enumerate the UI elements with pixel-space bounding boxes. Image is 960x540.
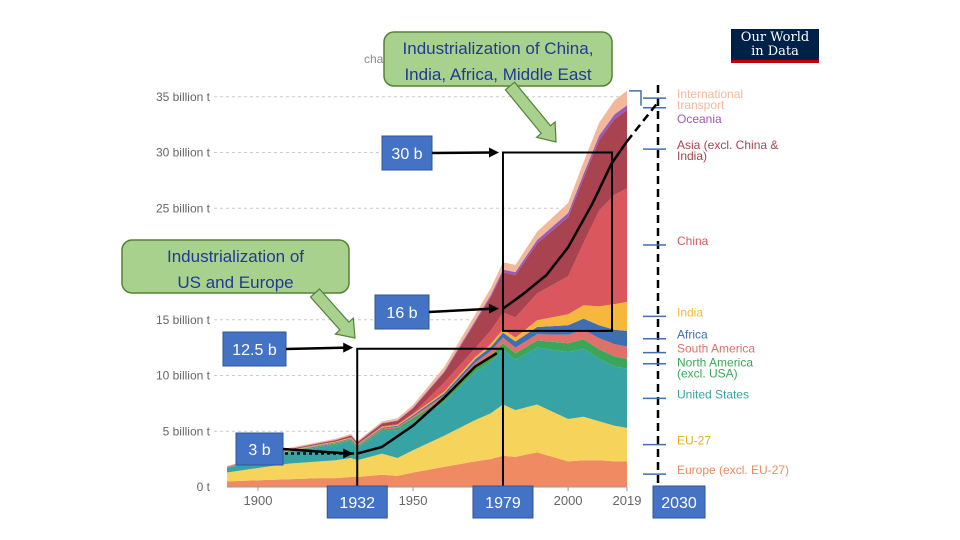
area-series [227, 301, 627, 468]
legend-label: China [677, 234, 709, 248]
legend-label: International [677, 87, 743, 101]
y-tick-label: 25 billion t [156, 201, 211, 215]
value-box [235, 432, 284, 466]
year-box-2030 [652, 485, 706, 519]
legend-label: (excl. USA) [677, 367, 738, 381]
value-box-label: 12.5 b [232, 342, 277, 359]
y-tick-label: 5 billion t [163, 424, 211, 438]
annotation-overlay: 3 b 12.5 b 16 b 30 b 1932 1979 2030 Industriali… [121, 31, 706, 519]
top-connector [629, 90, 642, 106]
legend-label: transport [677, 98, 725, 112]
legend-label: EU-27 [677, 434, 711, 448]
legend-label: Asia (excl. China & [677, 138, 778, 152]
owid-logo[interactable]: Our World in Data [731, 29, 819, 63]
area-series [227, 452, 627, 487]
bracket-1932-1979 [356, 347, 504, 487]
callout-us-europe-arrow [309, 288, 356, 339]
area-series [227, 90, 627, 467]
year-box-label: 1932 [339, 495, 375, 512]
value-box-label: 16 b [386, 305, 417, 322]
value-box-label: 30 b [391, 146, 422, 163]
x-tick-label: 2019 [613, 493, 642, 508]
legend-label: South America [677, 342, 755, 356]
year-box [326, 485, 388, 519]
arrow-head [343, 342, 354, 353]
callout-us-europe-text: US and Europe [177, 273, 293, 292]
bracket-1979-2019 [501, 151, 613, 332]
y-tick-label: 15 billion t [156, 313, 211, 327]
legend-label: India [677, 305, 703, 319]
legend-label: India) [677, 149, 707, 163]
callout-china-arrow [504, 81, 557, 143]
value-box-label: 3 b [248, 442, 270, 459]
x-tick-label: 1900 [244, 493, 273, 508]
callout-china [383, 31, 613, 87]
value-box [222, 331, 287, 367]
y-tick-label: 35 billion t [156, 90, 211, 104]
legend-label: Oceania [677, 112, 722, 126]
x-axis: 1900 1950 2000 2019 [227, 486, 642, 508]
area-series [227, 404, 627, 482]
trend-projection [626, 101, 659, 143]
value-arrow [282, 447, 348, 455]
logo-line-2: in Data [751, 44, 799, 59]
arrow-head [488, 147, 499, 158]
y-tick-label: 30 billion t [156, 146, 211, 160]
callout-us-europe [121, 239, 350, 294]
value-box [374, 294, 430, 330]
arrow-head [343, 448, 354, 459]
legend-label: North America [677, 356, 753, 370]
y-tick-label: 0 t [197, 480, 211, 494]
x-tick-label: 1950 [399, 493, 428, 508]
area-series [227, 347, 627, 473]
trend-curve-china [502, 140, 629, 310]
legend-label: Africa [677, 328, 708, 342]
legend-label: Europe (excl. EU-27) [677, 463, 789, 477]
area-series [227, 110, 627, 467]
trend-curve-us-europe [356, 352, 498, 455]
callout-china-text: Industrialization of China, [403, 39, 594, 58]
value-arrow [428, 307, 494, 314]
year-box-2030-label: 2030 [661, 495, 697, 512]
callout-china-text: India, Africa, Middle East [404, 65, 591, 84]
subtitle-fragment: cha [364, 52, 384, 66]
value-arrow [285, 346, 348, 351]
legend-label: United States [677, 387, 749, 401]
logo-line-1: Our World [740, 30, 810, 45]
y-tick-label: 10 billion t [156, 369, 211, 383]
year-box-label: 1979 [485, 495, 521, 512]
value-arrow [431, 151, 493, 155]
x-tick-label: 2000 [554, 493, 583, 508]
stacked-areas [227, 90, 627, 487]
year-box [472, 485, 534, 519]
value-box [381, 135, 433, 171]
arrow-head [488, 303, 499, 314]
y-axis: 0 t 5 billion t 10 billion t 15 billion t 25… [156, 90, 211, 494]
callout-us-europe-text: Industrialization of [167, 247, 304, 266]
